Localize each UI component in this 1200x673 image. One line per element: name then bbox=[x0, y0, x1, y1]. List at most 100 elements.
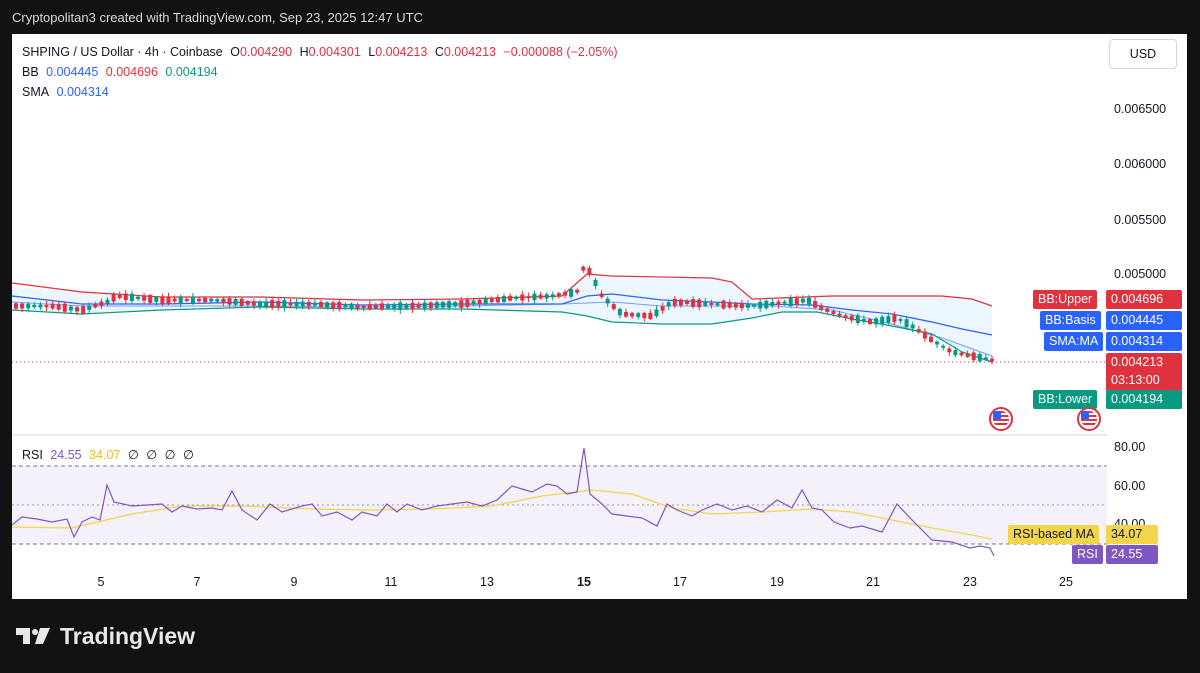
candle-body bbox=[715, 303, 720, 306]
candle-body bbox=[685, 301, 689, 305]
candle-body bbox=[520, 294, 525, 301]
candle-body bbox=[916, 329, 921, 333]
candle-body bbox=[746, 303, 750, 308]
candle-body bbox=[752, 304, 757, 307]
bb-basis-tag-value: 0.004445 bbox=[1106, 311, 1182, 330]
time-axis-label: 9 bbox=[290, 575, 298, 589]
sma-legend[interactable]: SMA 0.004314 bbox=[22, 85, 109, 99]
candle-body bbox=[861, 318, 866, 322]
bb-band-fill bbox=[12, 274, 992, 362]
chart-canvas[interactable] bbox=[12, 34, 1187, 599]
candle-body bbox=[886, 316, 891, 323]
bb-upper-line bbox=[12, 273, 993, 307]
candle-body bbox=[611, 304, 616, 310]
candle-body bbox=[380, 303, 384, 310]
candle-body bbox=[105, 299, 110, 304]
candle-body bbox=[825, 308, 830, 312]
candle-body bbox=[349, 303, 354, 310]
currency-button[interactable]: USD bbox=[1109, 39, 1177, 69]
time-axis-label: 25 bbox=[1059, 575, 1073, 589]
bb-upper-tag-label: BB:Upper bbox=[1033, 290, 1098, 309]
candle-body bbox=[666, 302, 671, 307]
candle-body bbox=[343, 304, 348, 308]
candle-body bbox=[855, 315, 860, 324]
rsi-legend[interactable]: RSI 24.55 34.07 ∅ ∅ ∅ ∅ bbox=[22, 448, 194, 462]
candle-body bbox=[575, 289, 580, 293]
last-price-tag: 0.004213 03:13:00 bbox=[1106, 353, 1182, 391]
symbol-name[interactable]: SHPING / US Dollar · 4h · Coinbase bbox=[22, 45, 223, 59]
candle-body bbox=[337, 301, 342, 310]
us-flag-icon[interactable] bbox=[989, 407, 1013, 431]
us-flag-icon[interactable] bbox=[1077, 407, 1101, 431]
candle-body bbox=[453, 302, 458, 307]
candle-body bbox=[953, 350, 958, 356]
candle-body bbox=[880, 316, 885, 324]
candle-body bbox=[270, 300, 275, 308]
candle-body bbox=[514, 296, 519, 300]
candle-body bbox=[154, 297, 159, 302]
time-axis-label: 5 bbox=[97, 575, 105, 589]
candle-body bbox=[739, 302, 744, 309]
candle-body bbox=[983, 357, 988, 361]
candle-body bbox=[813, 300, 818, 308]
candle-body bbox=[965, 353, 970, 357]
candle-body bbox=[843, 315, 848, 319]
rsi-ma-value: 34.07 bbox=[89, 448, 121, 462]
sma-tag-label: SMA:MA bbox=[1044, 332, 1104, 351]
candle-body bbox=[837, 313, 842, 317]
candle-body bbox=[483, 298, 488, 304]
candle-body bbox=[709, 302, 714, 306]
price-pane bbox=[12, 265, 1107, 436]
candle-body bbox=[636, 313, 641, 318]
chart-credit: Cryptopolitan3 created with TradingView.… bbox=[12, 10, 423, 25]
bb-basis-tag-label: BB:Basis bbox=[1040, 311, 1101, 330]
candle-body bbox=[660, 306, 665, 311]
candle-body bbox=[617, 309, 622, 316]
close-value: 0.004213 bbox=[443, 45, 497, 59]
change-value: −0.000088 (−2.05%) bbox=[503, 45, 618, 59]
candle-body bbox=[703, 301, 708, 306]
tradingview-logo-icon bbox=[16, 626, 52, 646]
bb-legend[interactable]: BB 0.004445 0.004696 0.004194 bbox=[22, 65, 218, 79]
time-axis-label: 7 bbox=[193, 575, 201, 589]
bb-basis-value: 0.004445 bbox=[46, 65, 99, 79]
time-axis-label: 19 bbox=[770, 575, 784, 589]
candle-body bbox=[782, 301, 787, 304]
candle-body bbox=[819, 305, 824, 310]
candle-body bbox=[148, 295, 153, 303]
candle-body bbox=[392, 303, 397, 309]
candle-body bbox=[111, 294, 116, 302]
price-axis-label: 0.006000 bbox=[1114, 157, 1167, 171]
candle-body bbox=[678, 299, 683, 306]
candle-body bbox=[44, 304, 49, 308]
candle-body bbox=[770, 302, 775, 306]
candle-body bbox=[605, 298, 610, 304]
time-axis-label: 11 bbox=[384, 575, 398, 589]
chart-frame: SHPING / US Dollar · 4h · Coinbase O0.00… bbox=[12, 34, 1187, 599]
candle-body bbox=[941, 345, 946, 348]
candle-body bbox=[599, 293, 604, 297]
candle-body bbox=[190, 296, 195, 304]
candle-body bbox=[959, 352, 964, 356]
rsi-pane bbox=[12, 447, 1107, 557]
candle-body bbox=[62, 303, 67, 312]
tradingview-brand[interactable]: TradingView bbox=[16, 622, 195, 650]
price-axis-label: 0.005500 bbox=[1114, 213, 1167, 227]
candle-body bbox=[495, 297, 500, 303]
candle-body bbox=[288, 302, 293, 306]
candle-body bbox=[319, 301, 323, 308]
candle-body bbox=[624, 311, 628, 317]
candle-body bbox=[160, 296, 165, 304]
candle-body bbox=[587, 267, 592, 275]
candle-body bbox=[282, 300, 287, 308]
bb-upper-tag-value: 0.004696 bbox=[1106, 290, 1182, 309]
rsi-axis-label: 80.00 bbox=[1114, 440, 1146, 454]
time-axis-label: 23 bbox=[963, 575, 977, 589]
candle-body bbox=[367, 304, 372, 310]
candle-body bbox=[465, 299, 470, 307]
candle-body bbox=[258, 301, 262, 307]
candle-body bbox=[800, 298, 805, 303]
candle-body bbox=[788, 298, 793, 307]
candle-body bbox=[294, 301, 299, 307]
candle-body bbox=[563, 292, 567, 296]
